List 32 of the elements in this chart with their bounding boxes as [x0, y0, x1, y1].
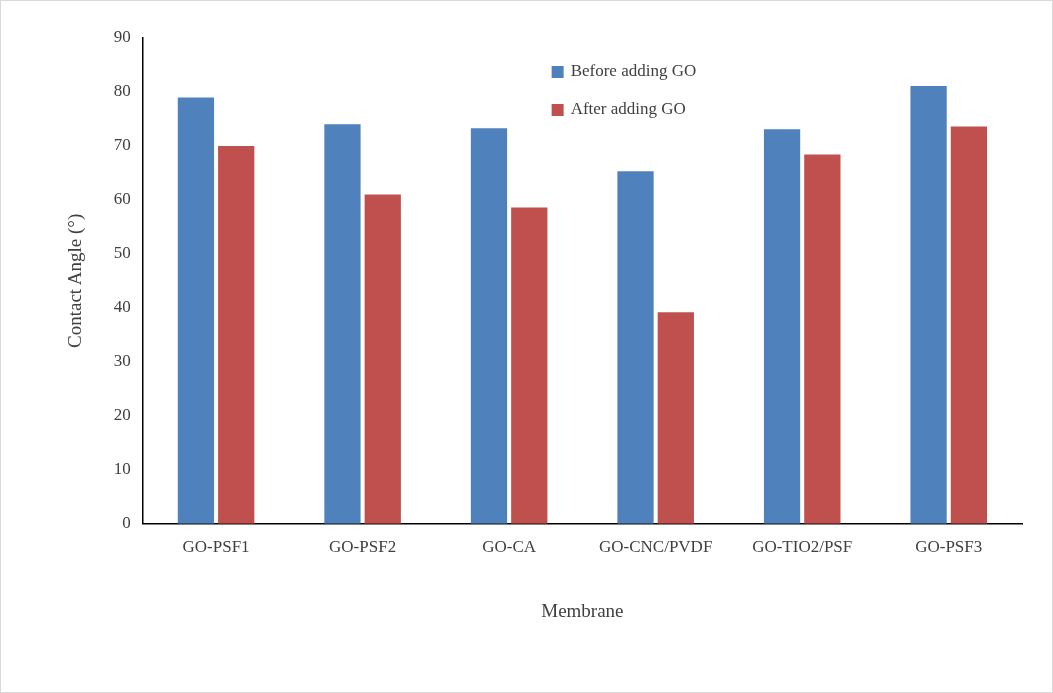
- bar: [950, 126, 988, 524]
- legend-label: Before adding GO: [570, 61, 697, 81]
- bar: [364, 194, 401, 524]
- y-tick-label: 10: [113, 459, 131, 479]
- bar: [470, 128, 508, 524]
- bar: [218, 145, 255, 524]
- y-tick-label: 30: [113, 351, 131, 371]
- x-tick-label: GO-CA: [482, 537, 537, 557]
- bar: [324, 124, 361, 524]
- y-tick-label: 70: [113, 135, 131, 155]
- x-tick-label: GO-PSF1: [182, 537, 250, 557]
- x-axis-title: Membrane: [541, 599, 624, 621]
- bar: [804, 154, 841, 524]
- y-tick-label: 80: [113, 81, 131, 101]
- y-tick-label: 50: [113, 243, 131, 263]
- y-tick-label: 90: [113, 27, 131, 47]
- bar: [657, 312, 694, 524]
- x-tick-label: GO-PSF3: [915, 537, 983, 557]
- x-tick-label: GO-TIO2/PSF: [752, 537, 853, 557]
- legend-label: After adding GO: [570, 99, 686, 119]
- y-axis-title: Contact Angle (°): [64, 213, 87, 349]
- bar: [177, 97, 215, 524]
- x-tick-label: GO-PSF2: [329, 537, 397, 557]
- y-tick-label: 20: [113, 405, 131, 425]
- bar: [910, 86, 947, 524]
- y-tick-label: 60: [113, 189, 131, 209]
- bar: [617, 171, 654, 524]
- bar: [511, 207, 548, 524]
- x-tick-label: GO-CNC/PVDF: [598, 537, 713, 557]
- bar: [763, 129, 801, 524]
- y-tick-label: 40: [113, 297, 131, 317]
- y-tick-label: 0: [122, 513, 131, 533]
